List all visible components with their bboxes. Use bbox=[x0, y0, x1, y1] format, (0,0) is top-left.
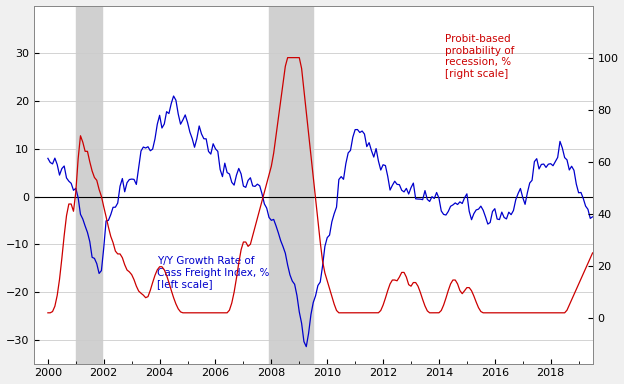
Bar bbox=[269, 5, 313, 364]
Text: Probit-based
probability of
recession, %
[right scale]: Probit-based probability of recession, %… bbox=[444, 34, 514, 79]
Text: Y/Y Growth Rate of
Cass Freight Index, %
[left scale]: Y/Y Growth Rate of Cass Freight Index, %… bbox=[157, 256, 269, 290]
Bar bbox=[76, 5, 102, 364]
